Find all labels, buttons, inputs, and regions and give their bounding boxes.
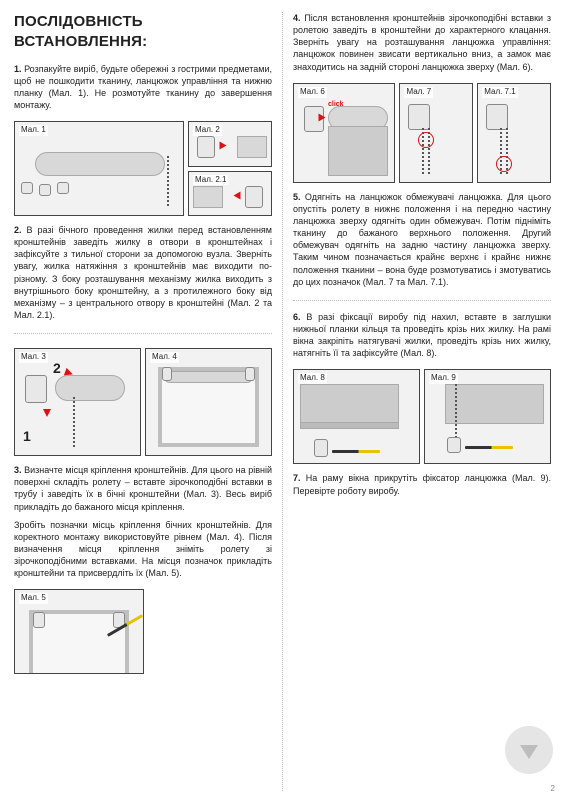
figure-2-label: Мал. 2 (193, 125, 222, 136)
fig-row-4: Мал. 6 click Мал. 7 Мал. 7.1 (293, 83, 551, 183)
left-column: ПОСЛІДОВНІСТЬ ВСТАНОВЛЕННЯ: 1. Розпакуйт… (14, 12, 283, 791)
separator-right (293, 300, 551, 301)
right-column: 4. Після встановлення кронштейнів зірочк… (283, 12, 551, 791)
step-5-text: 5. Одягніть на ланцюжок обмежувачі ланцю… (293, 191, 551, 288)
step-2-num: 2. (14, 225, 22, 235)
separator-left (14, 333, 272, 334)
step-4-num: 4. (293, 13, 301, 23)
figure-5-label: Мал. 5 (19, 593, 48, 604)
figure-2-1: Мал. 2.1 (188, 171, 272, 217)
fig-row-1: Мал. 1 Мал. 2 Мал. 2.1 (14, 121, 272, 216)
step-1-num: 1. (14, 64, 22, 74)
figure-8-label: Мал. 8 (298, 373, 327, 384)
main-title: ПОСЛІДОВНІСТЬ ВСТАНОВЛЕННЯ: (14, 12, 272, 53)
figure-3-label: Мал. 3 (19, 352, 48, 363)
step-3b-text: Зробіть позначки місць кріплення бічних … (14, 519, 272, 580)
figure-1-label: Мал. 1 (19, 125, 48, 136)
step-2-body: В разі бічного проведення жилки перед вс… (14, 225, 272, 320)
figure-3: Мал. 3 1 2 (14, 348, 141, 456)
figure-6: Мал. 6 click (293, 83, 395, 183)
figure-3-num1: 1 (23, 427, 31, 446)
step-7-body: На раму вікна прикрутіть фіксатор ланцюж… (293, 473, 551, 495)
figure-4-label: Мал. 4 (150, 352, 179, 363)
step-3-num: 3. (14, 465, 22, 475)
figure-1: Мал. 1 (14, 121, 184, 216)
watermark-icon (505, 726, 553, 774)
figure-5: Мал. 5 (14, 589, 144, 674)
step-1-body: Розпакуйте виріб, будьте обережні з гост… (14, 64, 272, 110)
figure-2: Мал. 2 (188, 121, 272, 167)
figure-2-1-label: Мал. 2.1 (193, 175, 228, 186)
step-5-body: Одягніть на ланцюжок обмежувачі ланцюжка… (293, 192, 551, 287)
figure-9-label: Мал. 9 (429, 373, 458, 384)
step-3a-text: 3. Визначте місця кріплення кронштейнів.… (14, 464, 272, 513)
figure-3-num2: 2 (53, 359, 61, 378)
figure-9: Мал. 9 (424, 369, 551, 464)
step-5-num: 5. (293, 192, 301, 202)
step-4-body: Після встановлення кронштейнів зірочкопо… (293, 13, 551, 72)
fig-row-2: Мал. 3 1 2 Мал. 4 (14, 348, 272, 456)
step-6-body: В разі фіксації виробу під нахил, вставт… (293, 312, 551, 358)
step-7-num: 7. (293, 473, 301, 483)
step-7-text: 7. На раму вікна прикрутіть фіксатор лан… (293, 472, 551, 496)
figure-6-label: Мал. 6 (298, 87, 327, 98)
step-1-text: 1. Розпакуйте виріб, будьте обережні з г… (14, 63, 272, 112)
figure-7: Мал. 7 (399, 83, 473, 183)
figure-8: Мал. 8 (293, 369, 420, 464)
step-6-num: 6. (293, 312, 301, 322)
figure-7-1-label: Мал. 7.1 (482, 87, 517, 98)
step-2-text: 2. В разі бічного проведення жилки перед… (14, 224, 272, 321)
figure-4: Мал. 4 (145, 348, 272, 456)
step-3a-body: Визначте місця кріплення кронштейнів. Дл… (14, 465, 272, 511)
page-root: ПОСЛІДОВНІСТЬ ВСТАНОВЛЕННЯ: 1. Розпакуйт… (0, 0, 565, 799)
page-number: 2 (551, 784, 555, 795)
figure-7-label: Мал. 7 (404, 87, 433, 98)
step-4-text: 4. Після встановлення кронштейнів зірочк… (293, 12, 551, 73)
figure-7-1: Мал. 7.1 (477, 83, 551, 183)
click-label: click (328, 100, 344, 109)
step-6-text: 6. В разі фіксації виробу під нахил, вст… (293, 311, 551, 360)
fig-row-5: Мал. 8 Мал. 9 (293, 369, 551, 464)
fig-row-3: Мал. 5 (14, 589, 272, 674)
